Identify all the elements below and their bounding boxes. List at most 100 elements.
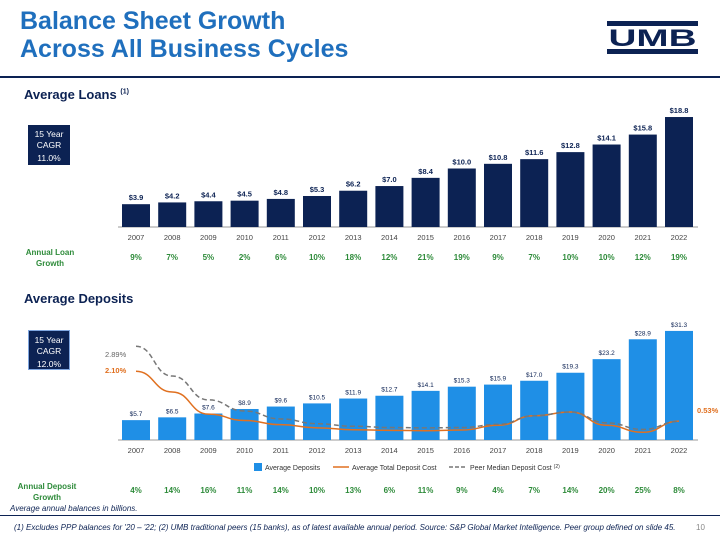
deposits-year-tick: 2010 <box>236 446 253 455</box>
deposit-growth-value: 16% <box>200 486 217 495</box>
deposits-bar-label: $8.9 <box>238 400 251 407</box>
deposits-bar-label: $23.2 <box>598 350 615 357</box>
loans-bar-label: $7.0 <box>382 175 397 184</box>
deposits-year-tick: 2007 <box>128 446 145 455</box>
deposits-year-tick: 2009 <box>200 446 217 455</box>
deposits-bar-label: $10.5 <box>309 394 326 401</box>
deposit-growth-value: 11% <box>236 486 253 495</box>
deposit-growth-value: 14% <box>272 486 289 495</box>
deposits-year-tick: 2018 <box>526 446 543 455</box>
deposits-year-tick: 2017 <box>490 446 507 455</box>
loan-growth-value: 9% <box>130 253 142 262</box>
loans-bar-label: $12.8 <box>561 141 580 150</box>
loans-footnote-marker: (1) <box>120 88 129 96</box>
loans-section-title: Average Loans (1) <box>24 87 129 102</box>
deposits-year-tick: 2015 <box>417 446 434 455</box>
peer-cost-start-label: 2.89% <box>105 350 127 359</box>
loans-bar-label: $6.2 <box>346 180 361 189</box>
deposit-growth-value: 13% <box>345 486 362 495</box>
deposits-bar <box>339 398 368 440</box>
loans-bar-label: $5.3 <box>310 185 325 194</box>
deposits-bar-label: $6.5 <box>166 408 179 415</box>
deposits-bar <box>411 390 440 440</box>
loan-growth-value: 19% <box>670 253 687 262</box>
deposits-bar-label: $12.7 <box>381 387 398 394</box>
footer-rule <box>0 515 720 516</box>
deposits-bar <box>375 395 404 440</box>
loans-bar <box>665 117 693 227</box>
deposits-bar-label: $15.3 <box>454 378 471 385</box>
deposits-bar-label: $28.9 <box>635 330 652 337</box>
deposits-bar <box>556 372 585 440</box>
legend-peer-label: Peer Median Deposit Cost (2) <box>470 464 560 472</box>
loans-bar <box>411 177 440 227</box>
logo-text: UMB <box>609 25 697 52</box>
loan-growth-value: 7% <box>528 253 540 262</box>
legend-deposits-label: Average Deposits <box>265 465 321 472</box>
loans-year-tick: 2018 <box>526 233 543 242</box>
legend-peer-superscript: (2) <box>554 464 560 470</box>
legend-cost-label: Average Total Deposit Cost <box>352 465 437 472</box>
deposit-growth-value: 7% <box>528 486 540 495</box>
average-balances-note: Average annual balances in billions. <box>10 504 138 513</box>
deposits-bar <box>303 403 331 440</box>
deposit-growth-value: 11% <box>417 486 434 495</box>
deposits-bar <box>194 413 223 440</box>
deposit-growth-value: 6% <box>383 486 396 495</box>
loans-bar <box>447 168 476 227</box>
deposits-year-tick: 2022 <box>671 446 688 455</box>
deposit-growth-value: 4% <box>492 486 504 495</box>
title-line-1: Balance Sheet Growth <box>20 7 286 35</box>
loans-bar <box>628 134 657 227</box>
deposit-growth-value: 20% <box>598 486 615 495</box>
deposits-section-title: Average Deposits <box>24 291 134 306</box>
deposits-bar <box>520 380 549 440</box>
deposits-bar <box>158 417 187 440</box>
deposits-bar-label: $17.0 <box>526 372 543 379</box>
loans-bar-label: $14.1 <box>597 134 616 143</box>
deposits-year-tick: 2011 <box>273 446 289 455</box>
deposits-bar <box>266 406 295 440</box>
loans-year-tick: 2014 <box>381 233 398 242</box>
deposit-cost-end-label: 0.53% <box>697 406 719 415</box>
deposits-bar <box>122 420 150 440</box>
loans-bar <box>520 159 549 227</box>
loan-growth-value: 6% <box>275 253 287 262</box>
loans-year-tick: 2016 <box>453 233 470 242</box>
loans-bar-label: $3.9 <box>129 193 144 202</box>
loans-bar <box>339 190 368 227</box>
deposit-growth-value: 9% <box>456 486 468 495</box>
loans-year-tick: 2011 <box>273 233 289 242</box>
deposits-bar-label: $9.6 <box>274 398 287 405</box>
loans-bar <box>194 201 223 227</box>
deposits-cagr-box: 15 Year CAGR 12.0% <box>28 330 70 370</box>
loans-bar <box>556 152 585 227</box>
loan-growth-value: 21% <box>417 253 434 262</box>
loans-year-tick: 2008 <box>164 233 181 242</box>
loans-bar <box>266 198 295 227</box>
loans-cagr-label: 15 Year CAGR <box>34 129 64 150</box>
loan-growth-value: 10% <box>598 253 615 262</box>
loan-growth-value: 10% <box>308 253 325 262</box>
loans-title-text: Average Loans <box>24 87 117 102</box>
loans-year-tick: 2021 <box>634 233 651 242</box>
loans-year-tick: 2010 <box>236 233 253 242</box>
footnote: (1) Excludes PPP balances for '20 – '22;… <box>14 523 676 532</box>
loans-year-tick: 2022 <box>671 233 688 242</box>
loans-bar-label: $4.8 <box>273 188 288 197</box>
loan-growth-value: 12% <box>381 253 398 262</box>
deposits-bar-label: $7.6 <box>202 405 215 412</box>
deposits-bar-label: $14.1 <box>417 382 434 389</box>
loan-growth-value: 19% <box>453 253 470 262</box>
umb-logo: UMB <box>607 21 698 54</box>
deposits-bar-label: $31.3 <box>671 322 688 329</box>
loans-bar <box>484 163 512 227</box>
loan-growth-value: 9% <box>492 253 504 262</box>
loans-cagr-value: 11.0% <box>37 153 61 163</box>
loans-bar-label: $18.8 <box>670 106 689 115</box>
loan-growth-value: 2% <box>238 253 251 262</box>
loan-growth-value: 5% <box>202 253 215 262</box>
loans-year-tick: 2015 <box>417 233 434 242</box>
deposits-year-tick: 2016 <box>453 446 470 455</box>
deposit-growth-value: 8% <box>673 486 685 495</box>
